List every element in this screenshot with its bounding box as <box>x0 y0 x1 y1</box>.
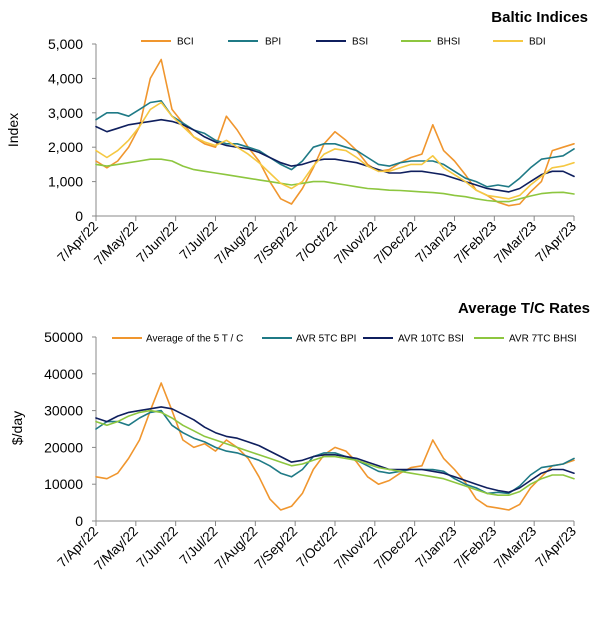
chart-title: Average T/C Rates <box>458 300 590 317</box>
x-tick-label: 7/Jun/22 <box>134 219 181 266</box>
x-tick-label: 7/Mar/23 <box>491 219 539 267</box>
chart-2: Average T/C Rates $/day 0 10000 20000 30000 40… <box>9 300 590 573</box>
y-tick-label: 4,000 <box>48 70 83 86</box>
legend-label: BHSI <box>437 37 460 48</box>
x-tick-label: 7/Aug/22 <box>212 219 261 268</box>
legend: Average of the 5 T / C AVR 5TC BPI AVR 10T… <box>112 334 577 345</box>
x-tick-label: 7/Aug/22 <box>212 524 261 573</box>
x-tick-label: 7/Dec/22 <box>371 219 420 268</box>
chart-1: Baltic Indices Index 0 1,000 2,000 3,000 4,000… <box>5 9 588 268</box>
series-line-bhsi <box>95 158 575 203</box>
legend-label: AVR 5TC BPI <box>296 334 356 345</box>
x-tick-label: 7/Nov/22 <box>331 524 380 573</box>
x-tick-label: 7/Sep/22 <box>251 219 300 268</box>
x-tick-label: 7/Feb/23 <box>451 219 499 267</box>
legend-label: Average of the 5 T / C <box>146 334 243 345</box>
x-tick-label: 7/May/22 <box>91 219 141 269</box>
y-tick-label: 0 <box>75 513 83 529</box>
y-axis-label: $/day <box>9 411 25 445</box>
legend-label: AVR 7TC BHSI <box>509 334 577 345</box>
y-tick-label: 1,000 <box>48 174 83 190</box>
y-tick-label: 40000 <box>44 366 83 382</box>
y-tick-label: 5,000 <box>48 36 83 52</box>
series-line-avr-10tc-bsi <box>95 406 575 494</box>
series-line-avr-5tc-bpi <box>95 409 575 495</box>
legend-label: BDI <box>529 37 546 48</box>
y-tick-label: 3,000 <box>48 105 83 121</box>
x-tick-label: 7/Apr/23 <box>532 524 579 571</box>
series-line-bsi <box>95 118 575 193</box>
x-tick-label: 7/Sep/22 <box>251 524 300 573</box>
legend-label: AVR 10TC BSI <box>398 334 464 345</box>
legend-label: BCI <box>177 37 194 48</box>
y-tick-label: 10000 <box>44 476 83 492</box>
x-tick-label: 7/Feb/23 <box>451 524 499 572</box>
y-tick-label: 0 <box>75 208 83 224</box>
series-line-bpi <box>95 100 575 188</box>
y-tick-label: 30000 <box>44 403 83 419</box>
legend-label: BSI <box>352 37 368 48</box>
x-tick-label: 7/Nov/22 <box>331 219 380 268</box>
legend-label: BPI <box>265 37 281 48</box>
y-tick-label: 50000 <box>44 329 83 345</box>
series-line-avr-7tc-bhsi <box>95 409 575 497</box>
x-tick-label: 7/May/22 <box>91 524 141 574</box>
y-tick-label: 2,000 <box>48 139 83 155</box>
x-tick-label: 7/Jun/22 <box>134 524 181 571</box>
x-tick-label: 7/Dec/22 <box>371 524 420 573</box>
legend: BCI BPI BSI BHSI BDI <box>141 37 546 48</box>
x-tick-label: 7/Apr/23 <box>532 219 579 266</box>
y-tick-label: 20000 <box>44 439 83 455</box>
series-line-bci <box>95 58 575 207</box>
y-axis-label: Index <box>5 113 21 147</box>
chart-title: Baltic Indices <box>491 9 588 26</box>
x-tick-label: 7/Mar/23 <box>491 524 539 572</box>
series-line-bdi <box>95 101 575 200</box>
